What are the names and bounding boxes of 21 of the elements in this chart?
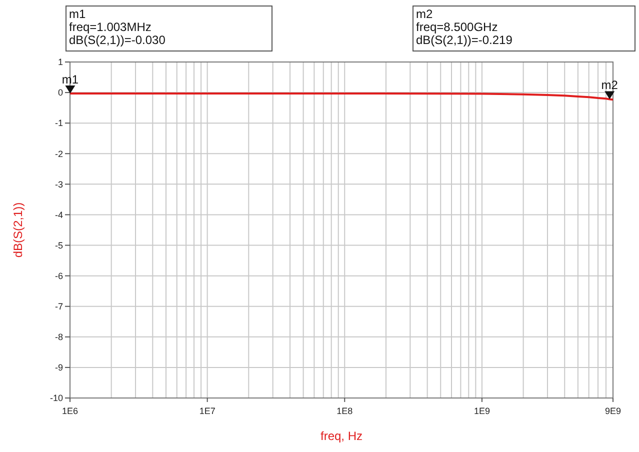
y-tick-label: -2: [54, 148, 63, 159]
y-tick-label: -9: [54, 362, 63, 373]
x-tick-label: 1E6: [62, 406, 78, 416]
y-tick-label: -6: [54, 270, 63, 281]
y-tick-label: -7: [54, 302, 63, 312]
y-tick-label: -3: [54, 179, 63, 190]
y-tick-label: -4: [54, 210, 63, 220]
x-axis-title: freq, Hz: [320, 429, 363, 443]
y-tick-label: -1: [54, 118, 63, 128]
y-tick-label: -8: [54, 332, 63, 342]
y-tick-label: -5: [54, 240, 63, 250]
x-tick-label: 1E8: [336, 406, 353, 416]
text: m1 freq=1.003MHz dB(S(2,1))=-0.030: [69, 7, 166, 47]
x-tick-label: 9E9: [604, 406, 622, 416]
y-tick-label: 1: [58, 57, 63, 68]
text: m2 freq=8.500GHz dB(S(2,1))=-0.219: [416, 7, 513, 47]
x-tick-label: 1E9: [474, 406, 490, 416]
y-tick-label: 0: [58, 88, 63, 98]
y-axis-title: dB(S(2,1)): [11, 202, 25, 258]
x-tick-label: 1E7: [199, 406, 216, 416]
y-tick-label: -10: [50, 393, 63, 404]
